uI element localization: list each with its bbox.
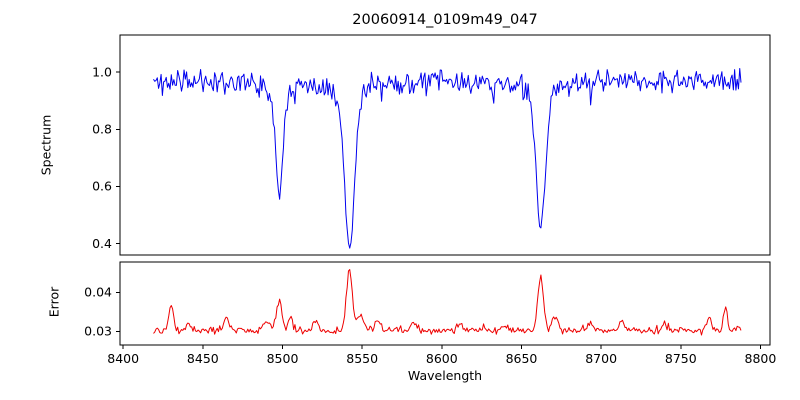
x-tick-label: 8700 (585, 351, 617, 366)
error-y-tick-label: 0.03 (84, 324, 112, 339)
error-y-axis-label: Error (46, 286, 62, 318)
spectrum-y-tick-label: 0.4 (92, 236, 112, 251)
x-tick-label: 8500 (267, 351, 299, 366)
x-tick-label: 8400 (107, 351, 139, 366)
spectrum-y-tick-label: 0.6 (92, 179, 112, 194)
spectrum-y-axis-label: Spectrum (38, 114, 54, 176)
spectrum-y-tick-label: 0.8 (92, 121, 112, 136)
x-tick-label: 8450 (187, 351, 219, 366)
x-tick-label: 8600 (426, 351, 458, 366)
x-axis-label: Wavelength (407, 368, 483, 383)
error-axes-spines (119, 261, 771, 346)
x-tick-label: 8650 (506, 351, 538, 366)
spectrum-line (153, 67, 742, 249)
error-line (153, 269, 742, 336)
x-tick-label: 8800 (745, 351, 777, 366)
x-tick-label: 8750 (665, 351, 697, 366)
spectrum-y-tick-label: 1.0 (92, 64, 112, 79)
chart-title: 20060914_0109m49_047 (352, 12, 538, 28)
error-y-tick-label: 0.04 (84, 285, 112, 300)
x-tick-label: 8550 (346, 351, 378, 366)
spectrum-axes-spines (119, 34, 771, 256)
